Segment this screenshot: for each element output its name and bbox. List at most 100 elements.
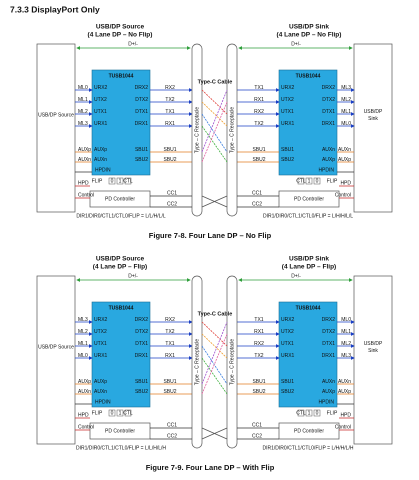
cc-label: CC2 [252,433,262,439]
chip-pin: UTX2 [94,97,107,103]
endpoint-label: USB/DP Source [38,344,74,350]
chip-pin: DTX2 [322,97,335,103]
signal-label: ML1 [78,341,88,347]
chip-pin: URX1 [94,121,108,127]
dplus-label: D+/- [291,41,301,47]
ctl-pin: 1 [119,178,122,184]
chip-pin: UTX2 [281,97,294,103]
receptacle [191,275,203,449]
group-subtitle: (4 Lane DP – Flip) [93,264,147,271]
signal-label: HPDIN [95,399,111,405]
figure-caption: Figure 7-8. Four Lane DP – No Flip [149,231,272,240]
pd-label: PD Controller [105,196,135,202]
signal-label: HPDIN [318,167,334,173]
ctl-pin: 1 [308,178,311,184]
endpoint-box [36,275,76,445]
hpd-label: HPD [78,180,89,186]
chip-pin: AUXn [322,147,335,153]
ctl-pin: CTL [123,178,133,184]
wire [201,89,228,153]
endpoint-label: USB/DP Source [38,112,74,118]
section-title: 7.3.3 DisplayPort Only [10,4,100,14]
signal-label: AUXn [338,147,351,153]
chip-pin: AUXp [94,379,107,385]
signal-label: AUXn [78,389,91,395]
signal-label: HPDIN [318,399,334,405]
chip-pin: URX1 [281,121,295,127]
port-label: TX2 [165,97,174,103]
wire [201,89,228,115]
wire [201,321,228,385]
cc-label: CC1 [252,190,262,196]
chip-pin: UTX2 [281,329,294,335]
endpoint-label: Sink [368,348,378,354]
wire [201,321,228,347]
signal-label: ML2 [341,97,351,103]
chip-pin: SBU2 [135,157,148,163]
signal-label: ML1 [341,109,351,115]
config-label: DIR1/DIR0/CTL1/CTL0/FLIP = L/L/H/L/L [76,213,165,219]
port-label: SBU2 [252,157,265,163]
chip [91,301,151,408]
signal-label: HPDIN [95,167,111,173]
chip-pin: DRX1 [322,353,336,359]
chip-pin: DRX2 [322,85,336,91]
signal-label: ML0 [78,353,88,359]
signal-label: ML2 [78,109,88,115]
chip-pin: AUXn [322,379,335,385]
chip-pin: SBU1 [135,379,148,385]
ctl-pin-box [313,177,321,185]
pd-label: PD Controller [105,428,135,434]
chip-pin: UTX1 [94,109,107,115]
hpd-label: HPD [78,412,89,418]
ctl-pin: FLIP [327,178,338,184]
cable-label: Type-C Cable [198,79,233,85]
signal-label: ML1 [341,329,351,335]
config-label: DIR1/DIR0/CTL1/CTL0/FLIP = L/L/H/L/H [76,445,166,451]
dplus-label: D+/- [291,273,301,279]
ctl-pin: CTL [296,410,306,416]
port-label: RX1 [254,329,264,335]
port-label: SBU2 [252,389,265,395]
port-label: TX1 [254,85,263,91]
chip-pin: DTX1 [135,341,148,347]
chip-name: TUSB1044 [109,305,134,311]
group-subtitle: (4 Lane DP – No Flip) [277,32,342,39]
ctl-pin-box [108,177,116,185]
chip [91,69,151,176]
wire [201,101,228,127]
ctl-pin-box [124,177,132,185]
ctl-pin-box [305,177,313,185]
receptacle-label: Type – C Receptacle [229,339,235,386]
signal-label: ML2 [341,341,351,347]
port-label: SBU1 [252,147,265,153]
chip-pin: SBU1 [135,147,148,153]
chip-pin: UTX1 [281,109,294,115]
chip [278,301,338,408]
wire [201,101,228,163]
chip-pin: URX2 [94,85,108,91]
port-label: RX2 [254,109,264,115]
ctl-pin-box [124,409,132,417]
signal-label: AUXn [78,157,91,163]
receptacle-label: Type – C Receptacle [194,107,200,154]
chip [278,69,338,176]
signal-label: ML0 [341,317,351,323]
signal-label: AUXn [338,379,351,385]
group-title: USB/DP Source [96,24,145,31]
ctl-pin-box [297,409,305,417]
chip-pin: DTX2 [322,329,335,335]
group-title: USB/DP Sink [289,256,329,263]
cable-label: Type-C Cable [198,311,233,317]
chip-pin: URX2 [281,85,295,91]
chip-pin: SBU2 [281,157,294,163]
ctl-pin-box [116,177,124,185]
wire [201,333,228,395]
chip-pin: AUXn [94,389,107,395]
wire [201,195,228,208]
signal-label: ML3 [341,85,351,91]
ctl-pin: 1 [308,410,311,416]
chip-name: TUSB1044 [296,73,321,79]
control-label: Control [335,424,351,430]
